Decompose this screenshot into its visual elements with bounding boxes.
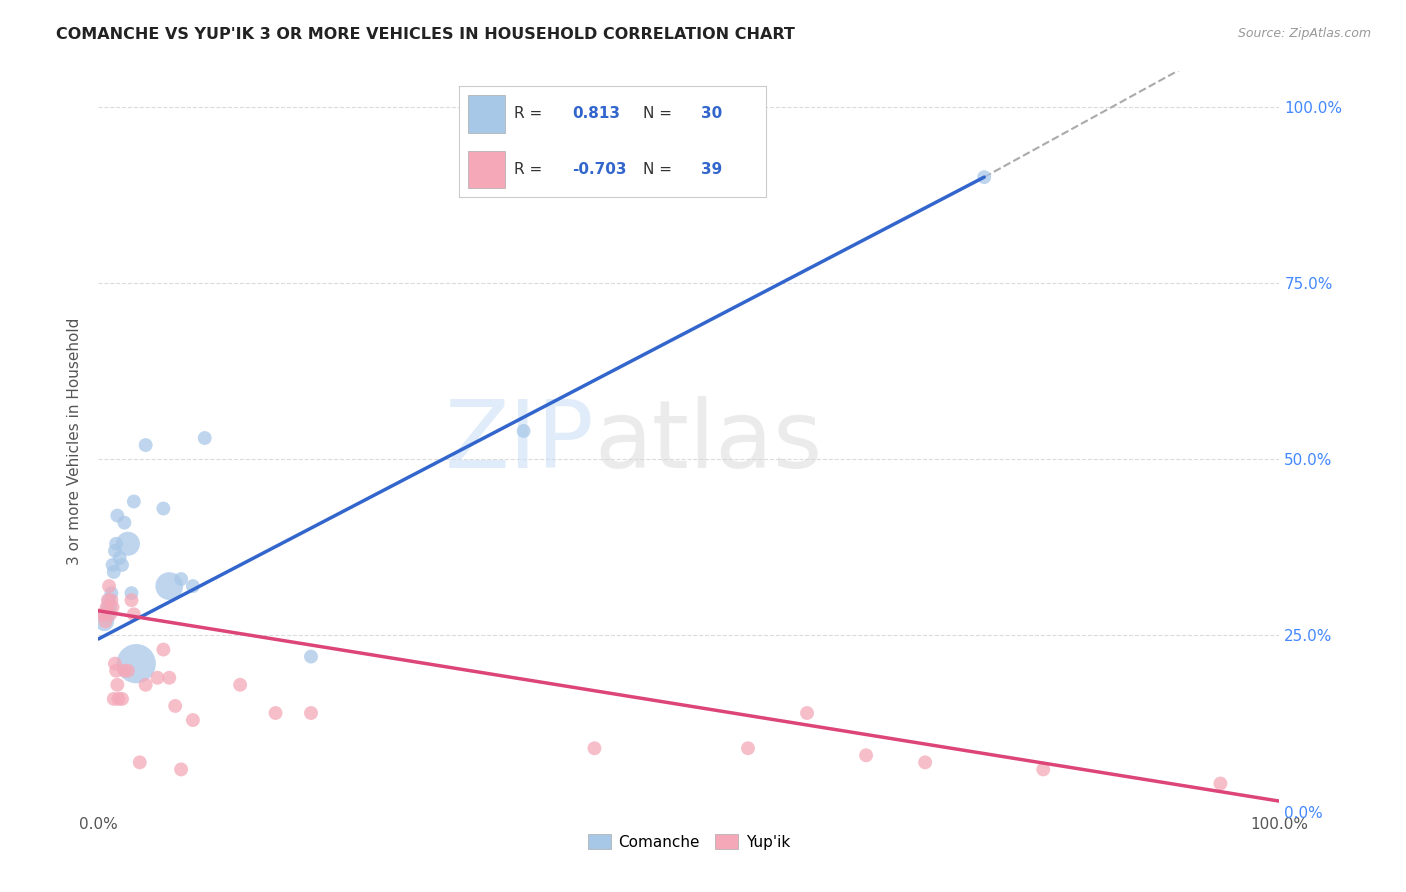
Point — [101, 600, 124, 615]
Point — [105, 537, 128, 551]
Point — [96, 607, 118, 622]
Text: Source: ZipAtlas.com: Source: ZipAtlas.com — [1237, 27, 1371, 40]
Point — [105, 664, 128, 678]
Point — [105, 678, 128, 692]
Point — [737, 741, 759, 756]
Point — [512, 424, 534, 438]
Point — [152, 501, 174, 516]
Point — [135, 678, 157, 692]
Point — [112, 664, 135, 678]
Point — [108, 550, 131, 565]
Point — [1209, 776, 1232, 790]
Point — [165, 698, 187, 713]
Point — [104, 544, 127, 558]
Point — [98, 600, 121, 615]
Point — [97, 593, 120, 607]
Point — [973, 170, 995, 185]
Point — [128, 756, 150, 770]
Point — [1032, 763, 1054, 777]
Point — [299, 706, 322, 720]
Point — [104, 657, 127, 671]
Point — [93, 607, 115, 622]
Point — [94, 615, 117, 629]
Text: atlas: atlas — [595, 395, 823, 488]
Point — [181, 713, 204, 727]
Point — [194, 431, 217, 445]
Point — [122, 607, 145, 622]
Point — [146, 671, 169, 685]
Point — [796, 706, 818, 720]
Point — [181, 579, 204, 593]
Text: COMANCHE VS YUP'IK 3 OR MORE VEHICLES IN HOUSEHOLD CORRELATION CHART: COMANCHE VS YUP'IK 3 OR MORE VEHICLES IN… — [56, 27, 796, 42]
Point — [100, 586, 122, 600]
Point — [100, 593, 122, 607]
Point — [107, 692, 129, 706]
Point — [583, 741, 606, 756]
Point — [98, 607, 121, 622]
Point — [101, 558, 124, 572]
Point — [914, 756, 936, 770]
Point — [103, 692, 125, 706]
Point — [105, 508, 128, 523]
Point — [135, 438, 157, 452]
Point — [157, 671, 180, 685]
Point — [97, 600, 120, 615]
Point — [125, 657, 148, 671]
Point — [96, 600, 118, 615]
Point — [157, 579, 180, 593]
Point — [111, 692, 134, 706]
Point — [121, 586, 143, 600]
Point — [111, 558, 134, 572]
Point — [229, 678, 252, 692]
Point — [299, 649, 322, 664]
Point — [117, 664, 139, 678]
Point — [112, 516, 135, 530]
Point — [152, 642, 174, 657]
Point — [170, 572, 193, 586]
Point — [117, 537, 139, 551]
Point — [91, 607, 114, 622]
Point — [855, 748, 877, 763]
Point — [103, 565, 125, 579]
Point — [122, 494, 145, 508]
Point — [98, 593, 121, 607]
Point — [264, 706, 287, 720]
Point — [93, 615, 115, 629]
Legend: Comanche, Yup'ik: Comanche, Yup'ik — [582, 828, 796, 856]
Point — [121, 593, 143, 607]
Point — [170, 763, 193, 777]
Point — [98, 579, 121, 593]
Text: ZIP: ZIP — [444, 395, 595, 488]
Y-axis label: 3 or more Vehicles in Household: 3 or more Vehicles in Household — [67, 318, 83, 566]
